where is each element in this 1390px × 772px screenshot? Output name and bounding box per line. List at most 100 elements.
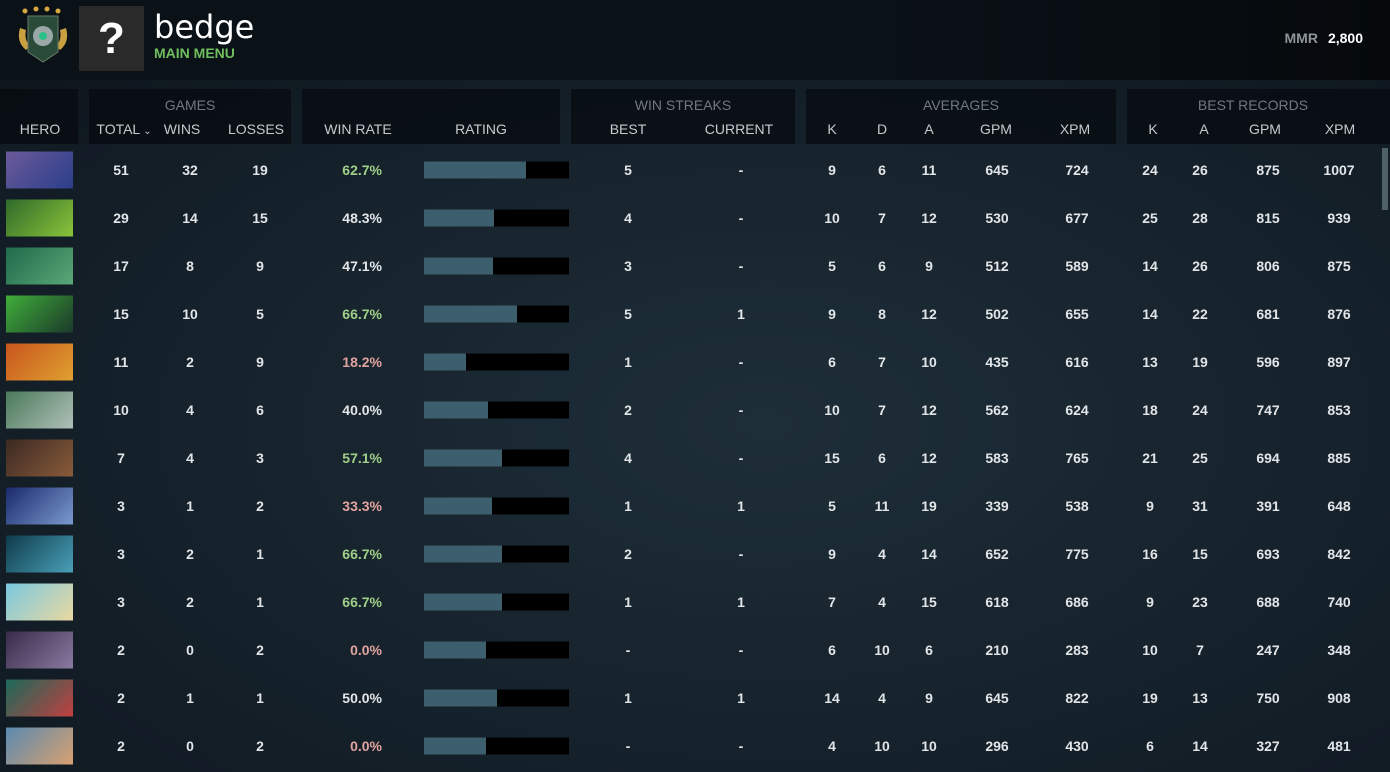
cell-wins: 0 xyxy=(186,642,194,658)
cell-best-a: 25 xyxy=(1192,450,1208,466)
hero-portrait[interactable] xyxy=(6,535,73,573)
cell-d: 10 xyxy=(874,738,890,754)
cell-current-streak: 1 xyxy=(737,594,745,610)
cell-total: 10 xyxy=(113,402,129,418)
cell-gpm: 296 xyxy=(985,738,1009,754)
cell-best-k: 18 xyxy=(1142,402,1158,418)
cell-xpm: 765 xyxy=(1065,450,1089,466)
header-rate-group xyxy=(302,89,560,144)
hero-portrait[interactable] xyxy=(6,199,73,237)
cell-a: 12 xyxy=(921,210,937,226)
cell-total: 51 xyxy=(113,162,129,178)
cell-best-streak: - xyxy=(625,642,631,658)
col-best-gpm[interactable]: GPM xyxy=(1249,121,1281,137)
col-win-rate[interactable]: WIN RATE xyxy=(324,121,392,137)
games-group-title: GAMES xyxy=(164,97,216,113)
rating-bar-fill xyxy=(424,353,467,371)
cell-k: 6 xyxy=(828,354,836,370)
cell-gpm: 645 xyxy=(985,162,1009,178)
cell-losses: 2 xyxy=(256,738,264,754)
hero-portrait[interactable] xyxy=(6,583,73,621)
col-best-streak[interactable]: BEST xyxy=(609,121,647,137)
col-avg-a[interactable]: A xyxy=(924,121,934,137)
cell-best-gpm: 596 xyxy=(1256,354,1280,370)
cell-current-streak: - xyxy=(738,354,744,370)
hero-portrait[interactable] xyxy=(6,631,73,669)
cell-total: 2 xyxy=(117,738,125,754)
col-avg-xpm[interactable]: XPM xyxy=(1059,121,1091,137)
cell-best-a: 15 xyxy=(1192,546,1208,562)
cell-win-rate: 57.1% xyxy=(342,450,382,466)
cell-gpm: 435 xyxy=(985,354,1009,370)
cell-total: 2 xyxy=(117,642,125,658)
hero-portrait[interactable] xyxy=(6,247,73,285)
col-losses[interactable]: LOSSES xyxy=(227,121,285,137)
header-hero-group xyxy=(0,89,78,144)
hero-stats-table xyxy=(0,144,1390,772)
col-total-label: TOTAL xyxy=(96,121,141,137)
cell-gpm: 562 xyxy=(985,402,1009,418)
hero-portrait[interactable] xyxy=(6,679,73,717)
cell-best-k: 16 xyxy=(1142,546,1158,562)
cell-xpm: 430 xyxy=(1065,738,1089,754)
hero-portrait[interactable] xyxy=(6,391,73,429)
cell-wins: 1 xyxy=(186,690,194,706)
cell-best-gpm: 875 xyxy=(1256,162,1280,178)
cell-current-streak: - xyxy=(738,450,744,466)
cell-k: 9 xyxy=(828,306,836,322)
cell-best-gpm: 806 xyxy=(1256,258,1280,274)
mmr-display: MMR 2,800 xyxy=(1285,30,1363,46)
cell-current-streak: - xyxy=(738,402,744,418)
cell-best-streak: 4 xyxy=(624,210,632,226)
cell-losses: 15 xyxy=(252,210,268,226)
cell-gpm: 583 xyxy=(985,450,1009,466)
cell-best-xpm: 897 xyxy=(1327,354,1351,370)
hero-portrait[interactable] xyxy=(6,151,73,189)
rating-bar xyxy=(424,545,569,563)
cell-best-k: 6 xyxy=(1146,738,1154,754)
scrollbar[interactable] xyxy=(1382,148,1388,210)
col-avg-d[interactable]: D xyxy=(876,121,888,137)
col-total[interactable]: TOTAL ⌄ xyxy=(96,121,151,137)
cell-best-streak: 3 xyxy=(624,258,632,274)
hero-portrait[interactable] xyxy=(6,439,73,477)
cell-best-xpm: 885 xyxy=(1327,450,1351,466)
hero-portrait[interactable] xyxy=(6,343,73,381)
cell-a: 12 xyxy=(921,306,937,322)
rating-bar-fill xyxy=(424,689,497,707)
cell-current-streak: 1 xyxy=(737,690,745,706)
col-best-a[interactable]: A xyxy=(1199,121,1209,137)
hero-portrait[interactable] xyxy=(6,727,73,765)
col-best-k[interactable]: K xyxy=(1148,121,1158,137)
rating-bar-fill xyxy=(424,209,494,227)
cell-gpm: 530 xyxy=(985,210,1009,226)
cell-current-streak: - xyxy=(738,258,744,274)
cell-win-rate: 66.7% xyxy=(342,594,382,610)
cell-best-k: 9 xyxy=(1146,498,1154,514)
cell-best-a: 19 xyxy=(1192,354,1208,370)
col-wins[interactable]: WINS xyxy=(163,121,201,137)
col-best-xpm[interactable]: XPM xyxy=(1324,121,1356,137)
cell-best-gpm: 247 xyxy=(1256,642,1280,658)
col-avg-k[interactable]: K xyxy=(827,121,837,137)
col-rating[interactable]: RATING xyxy=(455,121,507,137)
cell-win-rate: 62.7% xyxy=(342,162,382,178)
col-avg-gpm[interactable]: GPM xyxy=(980,121,1012,137)
col-hero[interactable]: HERO xyxy=(19,121,61,137)
cell-win-rate: 0.0% xyxy=(350,738,382,754)
cell-losses: 2 xyxy=(256,498,264,514)
rating-bar xyxy=(424,641,569,659)
cell-a: 12 xyxy=(921,450,937,466)
cell-k: 10 xyxy=(824,210,840,226)
cell-losses: 6 xyxy=(256,402,264,418)
hero-portrait[interactable] xyxy=(6,295,73,333)
cell-xpm: 724 xyxy=(1065,162,1089,178)
cell-losses: 1 xyxy=(256,690,264,706)
avatar[interactable]: ? xyxy=(79,6,144,71)
rating-bar-fill xyxy=(424,401,488,419)
rating-bar-fill xyxy=(424,545,503,563)
hero-portrait[interactable] xyxy=(6,487,73,525)
cell-best-gpm: 750 xyxy=(1256,690,1280,706)
col-current-streak[interactable]: CURRENT xyxy=(704,121,774,137)
cell-current-streak: 1 xyxy=(737,498,745,514)
